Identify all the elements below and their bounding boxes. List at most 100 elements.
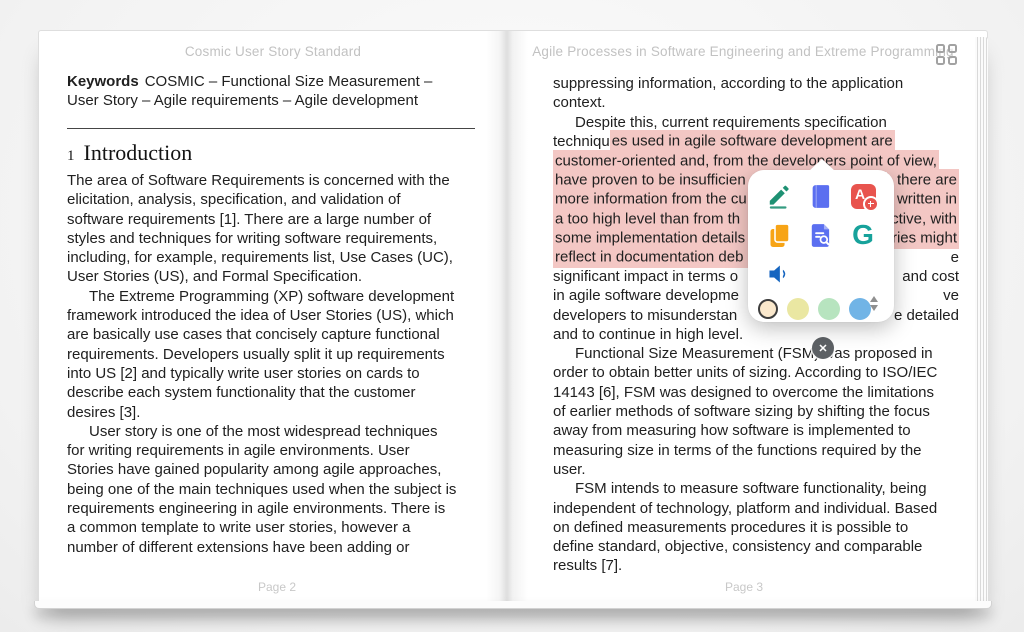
text-line: measuring size in terms of the functions… — [553, 441, 959, 460]
translate-button[interactable]: A — [848, 181, 879, 212]
highlighted-text[interactable]: written in — [886, 188, 959, 211]
text-span: Functional Size Measurement (FSM) was pr… — [575, 345, 933, 363]
keywords-label: Keywords — [67, 73, 139, 90]
highlight-style-spinner[interactable] — [870, 296, 878, 311]
text-line: context. — [553, 93, 959, 112]
text-line: are basically use cases that concisely c… — [67, 326, 440, 344]
pen-icon — [769, 185, 789, 209]
text-line: a common template to write user stories,… — [67, 519, 411, 537]
section-title: Introduction — [83, 140, 193, 165]
text-span: user. — [553, 460, 586, 478]
highlighted-text[interactable]: some implementation details — [553, 226, 762, 249]
text-line: results [7]. — [553, 556, 959, 575]
text-line: some implementation details ries might — [553, 226, 959, 249]
highlighted-text[interactable]: customer-oriented and, from the develope… — [553, 149, 939, 172]
text-line: a too high level than from th ctive, with — [553, 207, 959, 230]
highlighted-text[interactable]: there are — [886, 169, 959, 191]
highlighted-text[interactable]: have proven to be insufficien — [553, 169, 762, 191]
text-span: define standard, objective, consistency … — [553, 538, 923, 556]
paragraph: User story is one of the most widespread… — [67, 422, 479, 557]
text-line: requirements. Developers usually split i… — [67, 345, 445, 363]
book-spine-gutter — [486, 31, 528, 603]
popup-icon-grid: A G — [748, 170, 894, 289]
text-span: of earlier methods of software sizing by… — [553, 403, 930, 421]
text-span: techniqu — [553, 132, 610, 150]
text-line: Despite this, current requirements speci… — [553, 113, 959, 132]
text-span: ve — [943, 287, 959, 305]
section-divider — [67, 128, 475, 129]
text-span: e detailed — [893, 306, 959, 324]
highlighted-text[interactable]: es used in agile software development ar… — [609, 130, 895, 153]
text-line: of earlier methods of software sizing by… — [553, 402, 959, 421]
down-arrow-icon — [870, 304, 878, 311]
color-swatch-yellow[interactable] — [787, 298, 809, 320]
text-line: reflect in documentation deb e — [553, 246, 959, 269]
text-span: and to continue in high level. — [553, 325, 744, 343]
dictionary-button[interactable] — [806, 181, 836, 211]
text-line: on defined measurements procedures it is… — [553, 518, 959, 537]
grid-square — [936, 44, 945, 53]
color-swatch-green[interactable] — [818, 298, 840, 320]
text-line: independent of technology, platform and … — [553, 499, 959, 518]
text-line: The Extreme Programming (XP) software de… — [89, 287, 455, 305]
close-selection-button[interactable]: ✕ — [812, 337, 834, 359]
text-line: User story is one of the most widespread… — [89, 422, 438, 440]
text-span: on defined measurements procedures it is… — [553, 518, 909, 536]
text-span: developers to misunderstan — [553, 306, 738, 324]
page-stack-edge — [975, 37, 988, 604]
text-span: 14143 [6], FSM was designed to overcome … — [553, 383, 935, 401]
speaker-icon — [769, 265, 786, 283]
text-line: software requirements [1]. There are a l… — [67, 210, 432, 228]
highlight-pen-button[interactable] — [764, 181, 794, 211]
color-swatch-cream[interactable] — [758, 299, 778, 319]
left-page-number: Page 2 — [257, 580, 297, 594]
google-search-button[interactable]: G — [848, 220, 878, 250]
swatch-row — [748, 289, 894, 320]
text-span: suppressing information, according to th… — [553, 75, 904, 92]
highlighted-text[interactable]: ctive, with — [881, 207, 959, 230]
highlighted-text[interactable]: reflect in documentation deb — [553, 246, 760, 269]
text-line: User Story – Agile requirements – Agile … — [67, 92, 419, 110]
grid-square — [948, 56, 957, 65]
grid-square — [936, 56, 945, 65]
text-line: being one of the main techniques used wh… — [67, 480, 457, 498]
paragraph: The area of Software Requirements is con… — [67, 171, 479, 287]
svg-text:G: G — [852, 221, 874, 249]
speak-aloud-button[interactable] — [764, 259, 794, 289]
text-line: away from measuring how software is impl… — [553, 421, 959, 440]
left-page-paragraphs: The area of Software Requirements is con… — [67, 171, 479, 557]
text-line: suppressing information, according to th… — [553, 74, 959, 93]
paragraph: The Extreme Programming (XP) software de… — [67, 287, 479, 422]
text-line: and to continue in high level. — [553, 325, 959, 344]
right-page-lines: suppressing information, according to th… — [553, 74, 959, 576]
text-line: significant impact in terms o and cost — [553, 267, 959, 286]
highlighted-text[interactable]: a too high level than from th — [553, 207, 757, 230]
text-span: Despite this, current requirements speci… — [575, 113, 887, 131]
text-line: developers to misunderstan e detailed — [553, 306, 959, 325]
google-g-icon: G — [852, 221, 874, 249]
search-in-document-button[interactable] — [806, 220, 836, 250]
text-span: significant impact in terms o — [553, 267, 739, 285]
copy-button[interactable] — [764, 220, 794, 250]
book-bottom-edge — [34, 601, 992, 609]
text-line: requirements engineering in agile enviro… — [67, 500, 446, 518]
highlighted-text[interactable]: more information from the cu — [553, 188, 763, 211]
copy-icon — [770, 222, 790, 247]
text-line: Functional Size Measurement (FSM) was pr… — [553, 344, 959, 363]
left-page-running-header: Cosmic User Story Standard — [184, 44, 362, 59]
text-line: into US [2] and typically write user sto… — [67, 364, 420, 382]
text-line: have proven to be insufficien there are — [553, 169, 959, 191]
highlighted-text[interactable]: ries might — [881, 226, 959, 249]
text-line: define standard, objective, consistency … — [553, 537, 959, 556]
up-arrow-icon — [870, 296, 878, 302]
section-number: 1 — [67, 148, 75, 164]
text-line: desires [3]. — [67, 403, 141, 421]
text-line: Keywords COSMIC – Functional Size Measure… — [67, 72, 479, 91]
color-swatch-blue[interactable] — [849, 298, 871, 320]
plus-badge-icon — [862, 195, 879, 212]
right-page-running-header: Agile Processes in Software Engineering … — [532, 44, 954, 59]
book-icon — [812, 184, 830, 208]
grid-view-icon[interactable] — [936, 44, 957, 65]
text-line: in agile software developme ve — [553, 286, 959, 305]
text-line: including, for example, requirements lis… — [67, 249, 453, 267]
